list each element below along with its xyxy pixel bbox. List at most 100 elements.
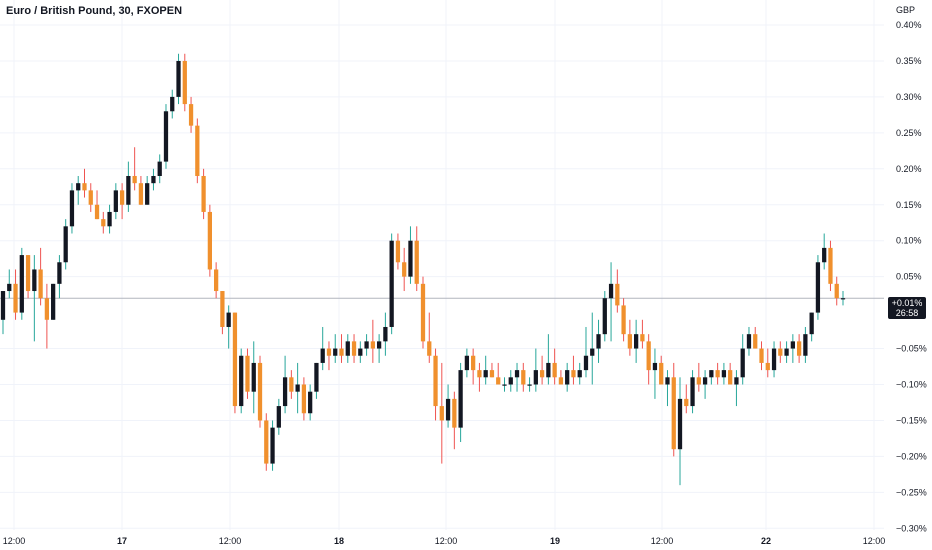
candle-body: [702, 377, 708, 385]
candle: [834, 276, 839, 306]
candle: [652, 348, 658, 399]
candle-body: [539, 370, 545, 378]
candle: [151, 168, 156, 191]
candle: [326, 341, 332, 371]
candle-body: [452, 398, 457, 428]
candle: [671, 362, 676, 457]
candle-body: [671, 377, 676, 450]
candle-body: [439, 406, 444, 421]
candle-body: [677, 398, 683, 450]
candle-body: [715, 370, 720, 378]
candle-layer: [0, 53, 846, 486]
x-tick-label: 12:00: [651, 536, 674, 546]
candle: [521, 362, 526, 392]
candle-body: [13, 283, 18, 313]
y-tick-label: −0.15%: [896, 415, 927, 425]
candle-body: [314, 362, 319, 392]
candle-body: [201, 175, 206, 212]
candle-body: [521, 370, 526, 385]
candle-body: [627, 334, 632, 349]
candle-body: [239, 355, 244, 407]
candle-body: [621, 305, 626, 335]
candle-body: [420, 283, 426, 342]
candle-body: [163, 111, 169, 162]
candle: [809, 312, 814, 342]
candle: [13, 269, 18, 320]
candle-body: [514, 370, 520, 378]
candle: [696, 362, 701, 392]
x-tick-label: 12:00: [435, 536, 458, 546]
candle: [539, 355, 545, 385]
y-tick-label: 0.35%: [896, 56, 922, 66]
candle-body: [364, 341, 369, 349]
candle-body: [608, 283, 614, 299]
candle-body: [583, 355, 589, 371]
candle: [445, 384, 451, 428]
candle-body: [19, 255, 24, 313]
candle-body: [834, 283, 839, 299]
candle-body: [533, 370, 538, 385]
candle: [796, 334, 802, 363]
candle-body: [527, 384, 532, 386]
candle: [677, 377, 683, 486]
candle: [408, 226, 413, 284]
candle: [289, 370, 294, 399]
candle: [132, 147, 137, 191]
candle: [276, 398, 281, 435]
candle: [502, 377, 507, 392]
candle: [94, 190, 100, 220]
candle: [370, 319, 375, 363]
candle-body: [138, 183, 144, 205]
candle: [715, 362, 720, 385]
candle-body: [759, 348, 764, 363]
candle: [840, 291, 846, 306]
candle: [427, 312, 432, 363]
candle: [458, 362, 463, 443]
candle-body: [508, 377, 513, 385]
candle: [251, 341, 256, 414]
candle-body: [728, 370, 733, 385]
candle-body: [7, 283, 12, 292]
y-tick-label: 0.25%: [896, 128, 922, 138]
candle: [239, 348, 244, 414]
candle-body: [107, 211, 112, 227]
y-tick-label: 0.20%: [896, 164, 922, 174]
candle: [308, 384, 313, 421]
candle-body: [214, 269, 219, 292]
candle: [740, 334, 745, 385]
candle-body: [471, 355, 476, 371]
candle-body: [740, 348, 745, 378]
candle: [765, 348, 770, 378]
candle: [301, 377, 307, 421]
candle: [565, 362, 570, 392]
candle-body: [113, 190, 118, 212]
candle-body: [207, 211, 212, 270]
x-tick-label: 12:00: [3, 536, 26, 546]
candle: [602, 291, 607, 342]
candle-body: [709, 370, 714, 378]
candle-body: [126, 175, 131, 205]
candle-body: [665, 377, 670, 385]
candle: [389, 233, 394, 335]
candle: [32, 255, 37, 342]
candle-body: [308, 391, 313, 414]
candle: [778, 341, 783, 363]
candle-body: [690, 377, 695, 407]
candle-body: [320, 348, 325, 363]
candle-body: [496, 377, 501, 385]
candle-body: [734, 377, 739, 385]
candle: [822, 233, 827, 270]
candle-body: [358, 348, 363, 356]
candle-body: [652, 362, 658, 371]
candle-body: [389, 240, 394, 327]
candle-body: [257, 362, 263, 421]
candle-body: [182, 60, 187, 105]
y-tick-label: −0.10%: [896, 380, 927, 390]
candle-body: [220, 291, 225, 327]
candle: [314, 362, 319, 399]
candle: [145, 175, 150, 205]
candle: [533, 348, 538, 392]
candle-body: [634, 334, 639, 349]
candle: [577, 362, 582, 385]
candle: [264, 413, 269, 471]
